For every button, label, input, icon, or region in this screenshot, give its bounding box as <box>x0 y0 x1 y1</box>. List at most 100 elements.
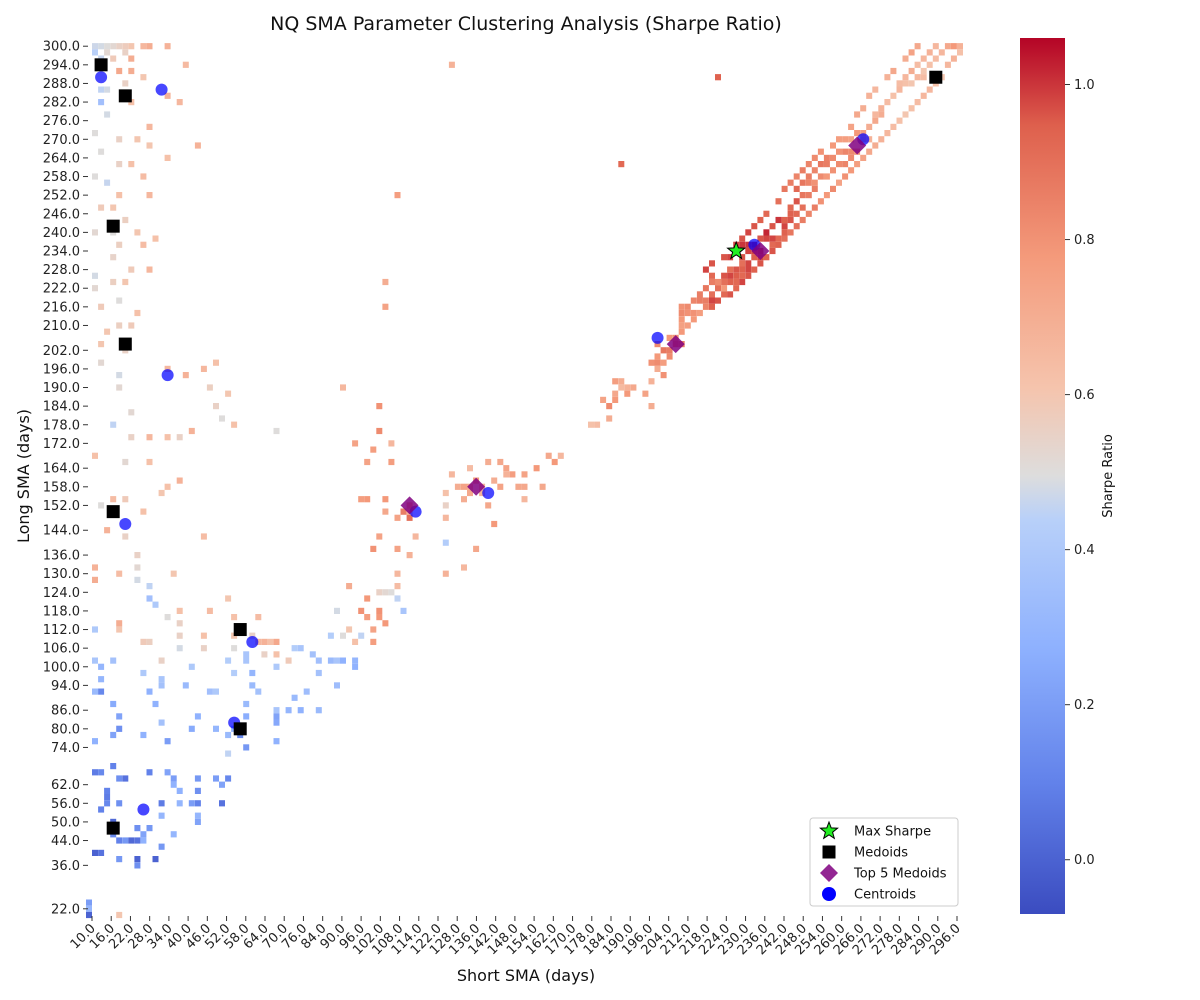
heatmap-cell <box>146 595 153 602</box>
heatmap-cell <box>793 210 800 217</box>
heatmap-cell <box>787 229 794 236</box>
heatmap-cell <box>684 309 691 317</box>
heatmap-cell <box>146 769 153 776</box>
heatmap-cell <box>146 43 153 50</box>
heatmap-cell <box>932 55 939 62</box>
heatmap-cell <box>920 67 927 75</box>
heatmap-cell <box>721 285 728 292</box>
heatmap-cell <box>769 223 776 230</box>
heatmap-cell <box>110 731 117 739</box>
centroid-marker <box>155 83 168 96</box>
y-tick-label: 22.0 <box>51 902 80 917</box>
heatmap-cell <box>854 161 861 168</box>
heatmap-cell <box>503 465 510 472</box>
heatmap-cell <box>176 99 183 106</box>
heatmap-cell <box>92 272 98 279</box>
heatmap-cell <box>104 86 111 93</box>
heatmap-cell <box>370 545 377 552</box>
heatmap-cell <box>866 148 873 155</box>
heatmap-cell <box>914 61 921 68</box>
heatmap-cell <box>624 390 631 397</box>
heatmap-cell <box>176 632 183 639</box>
medoid-marker <box>233 623 247 637</box>
heatmap-cell <box>442 539 449 546</box>
heatmap-cell <box>104 527 111 534</box>
x-axis-label: Short SMA (days) <box>457 966 595 985</box>
heatmap-cell <box>376 427 383 435</box>
heatmap-cell <box>733 266 740 273</box>
heatmap-cell <box>854 111 861 118</box>
heatmap-cell <box>467 489 473 497</box>
y-tick-label: 282.0 <box>43 96 80 111</box>
heatmap-cell <box>648 378 655 385</box>
y-tick-label: 50.0 <box>51 815 80 830</box>
heatmap-cell <box>346 583 353 590</box>
heatmap-cell <box>116 161 123 168</box>
max-sharpe-marker <box>726 240 747 260</box>
heatmap-cell <box>739 278 746 286</box>
heatmap-cell <box>533 465 540 472</box>
heatmap-cell <box>660 359 667 366</box>
heatmap-cell <box>146 192 153 199</box>
heatmap-cell <box>618 161 625 168</box>
heatmap-cell <box>817 198 824 205</box>
centroid-marker <box>95 71 108 84</box>
heatmap-cell <box>243 651 250 658</box>
heatmap-cell <box>612 378 619 385</box>
heatmap-cell <box>128 322 135 329</box>
heatmap-cell <box>98 99 105 106</box>
heatmap-cell <box>666 347 673 354</box>
medoid-marker <box>233 722 247 736</box>
y-tick-label: 158.0 <box>43 480 80 495</box>
heatmap-cell <box>842 148 849 155</box>
y-tick-label: 190.0 <box>43 381 80 396</box>
heatmap-cell <box>122 458 129 466</box>
heatmap-cell <box>521 496 528 503</box>
heatmap-cell <box>781 185 788 192</box>
heatmap-cell <box>745 229 752 236</box>
heatmap-cell <box>914 74 921 81</box>
heatmap-cell <box>702 266 709 273</box>
heatmap-cell <box>98 303 105 310</box>
heatmap-cell <box>781 216 788 224</box>
heatmap-cell <box>612 390 619 397</box>
heatmap-cell <box>122 49 129 56</box>
heatmap-cell <box>521 471 528 478</box>
heatmap-cell <box>376 607 383 614</box>
legend-entry-label: Medoids <box>854 846 908 861</box>
heatmap-cell <box>340 384 346 391</box>
centroid-marker <box>137 803 150 816</box>
heatmap-cell <box>388 458 395 466</box>
heatmap-cell <box>618 384 625 391</box>
heatmap-cell <box>811 154 818 161</box>
y-tick-label: 152.0 <box>43 499 80 514</box>
heatmap-cell <box>104 794 111 801</box>
heatmap-cell <box>648 359 655 366</box>
heatmap-cell <box>200 533 207 540</box>
heatmap-cell <box>702 303 709 310</box>
colorbar-tick-label: 1.0 <box>1074 78 1095 93</box>
heatmap-cell <box>370 446 377 453</box>
heatmap-cell <box>219 781 225 788</box>
heatmap-cell <box>116 856 123 863</box>
heatmap-cell <box>340 632 346 639</box>
heatmap-cell <box>225 390 232 397</box>
heatmap-cell <box>400 607 407 614</box>
heatmap-cell <box>140 43 147 50</box>
heatmap-cell <box>164 614 171 621</box>
heatmap-cell <box>134 229 141 236</box>
heatmap-cell <box>757 216 764 224</box>
centroid-marker <box>161 369 174 382</box>
heatmap-cell <box>315 669 322 677</box>
heatmap-cell <box>799 179 806 186</box>
heatmap-cell <box>92 688 98 695</box>
heatmap-cell <box>315 657 322 664</box>
heatmap-cell <box>128 434 135 441</box>
heatmap-cell <box>116 297 123 304</box>
heatmap-cell <box>116 626 123 633</box>
heatmap-cell <box>206 688 213 695</box>
heatmap-cell <box>926 86 933 93</box>
heatmap-cell <box>787 210 794 217</box>
heatmap-cell <box>660 372 667 379</box>
heatmap-cell <box>146 266 153 273</box>
